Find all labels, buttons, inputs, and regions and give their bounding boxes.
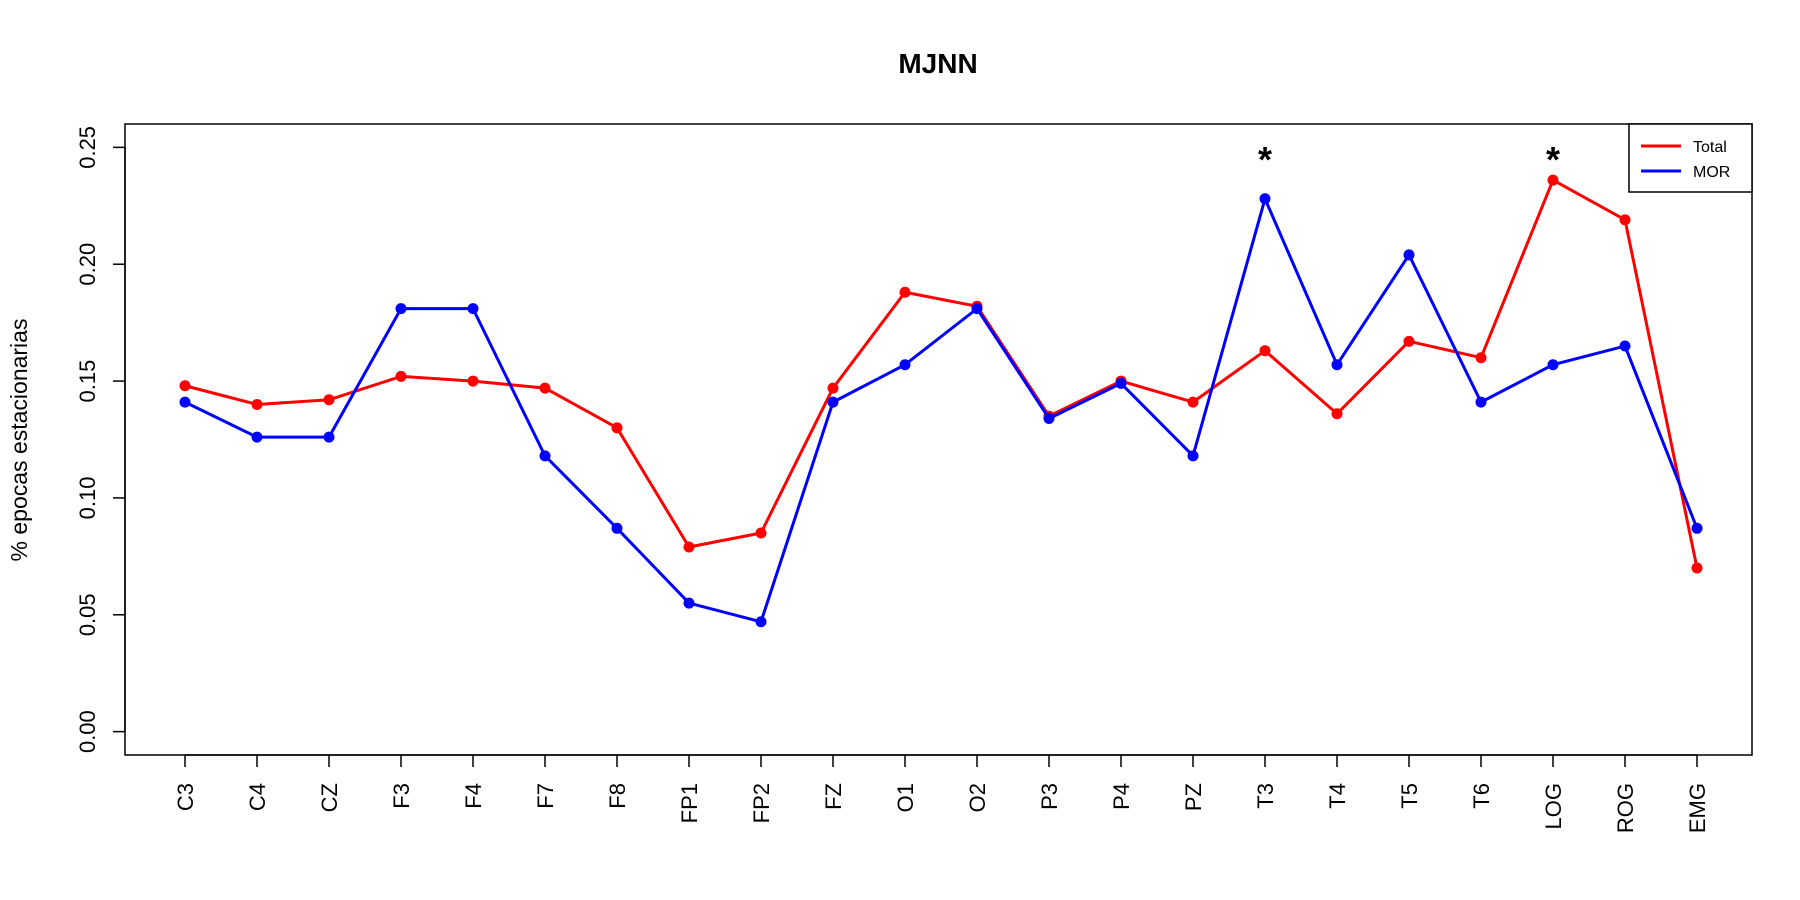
data-point-total bbox=[1475, 352, 1487, 364]
significance-marker: * bbox=[1546, 139, 1560, 180]
data-point-total bbox=[539, 382, 551, 394]
series-mor bbox=[179, 193, 1703, 628]
data-point-mor bbox=[755, 616, 767, 628]
x-tick-label: F3 bbox=[389, 783, 414, 809]
data-point-mor bbox=[1187, 450, 1199, 462]
data-point-mor bbox=[611, 522, 623, 534]
x-tick-label: F4 bbox=[461, 783, 486, 809]
y-tick-label: 0.15 bbox=[75, 360, 100, 403]
series-layer bbox=[179, 174, 1703, 628]
x-tick-label: LOG bbox=[1541, 783, 1566, 829]
data-point-total bbox=[1187, 396, 1199, 408]
data-point-total bbox=[467, 375, 479, 387]
x-tick-label: F7 bbox=[533, 783, 558, 809]
legend-label-total: Total bbox=[1693, 139, 1727, 156]
legend-label-mor: MOR bbox=[1693, 164, 1730, 181]
x-tick-label: EMG bbox=[1685, 783, 1710, 833]
data-point-mor bbox=[251, 431, 263, 443]
x-tick-label: C4 bbox=[245, 783, 270, 811]
y-tick-label: 0.20 bbox=[75, 243, 100, 286]
data-point-total bbox=[1619, 214, 1631, 226]
series-line-mor bbox=[184, 197, 1699, 624]
y-axis: 0.00 0.05 0.10 0.15 0.20 0.25 bbox=[75, 126, 126, 753]
x-tick-label: P4 bbox=[1109, 783, 1134, 810]
x-tick-label: O2 bbox=[965, 783, 990, 812]
x-tick-label: ROG bbox=[1613, 783, 1638, 833]
y-tick-label: 0.05 bbox=[75, 593, 100, 636]
data-point-mor bbox=[1331, 359, 1343, 371]
data-point-total bbox=[1259, 345, 1271, 357]
data-point-mor bbox=[899, 359, 911, 371]
data-point-mor bbox=[539, 450, 551, 462]
x-tick-label: C3 bbox=[173, 783, 198, 811]
x-tick-label: PZ bbox=[1181, 783, 1206, 811]
data-point-total bbox=[827, 382, 839, 394]
x-tick-label: O1 bbox=[893, 783, 918, 812]
x-tick-label: FZ bbox=[821, 783, 846, 810]
data-point-mor bbox=[1115, 377, 1127, 389]
y-tick-label: 0.00 bbox=[75, 710, 100, 753]
data-point-mor bbox=[1259, 193, 1271, 205]
chart-title: MJNN bbox=[898, 48, 977, 79]
data-point-mor bbox=[1691, 522, 1703, 534]
data-point-mor bbox=[1043, 412, 1055, 424]
series-total bbox=[179, 174, 1703, 574]
data-point-total bbox=[1691, 562, 1703, 574]
data-point-mor bbox=[395, 303, 407, 315]
series-line-total bbox=[184, 178, 1699, 569]
data-point-total bbox=[611, 422, 623, 434]
data-point-mor bbox=[683, 597, 695, 609]
data-point-mor bbox=[1547, 359, 1559, 371]
data-point-mor bbox=[323, 431, 335, 443]
annotation-layer: * * bbox=[1258, 139, 1560, 180]
data-point-mor bbox=[1403, 249, 1415, 261]
data-point-total bbox=[1403, 335, 1415, 347]
x-tick-label: T4 bbox=[1325, 783, 1350, 809]
data-point-mor bbox=[467, 303, 479, 315]
data-point-mor bbox=[1475, 396, 1487, 408]
data-point-total bbox=[1331, 408, 1343, 420]
x-tick-label: FP1 bbox=[677, 783, 702, 823]
data-point-total bbox=[899, 286, 911, 298]
x-tick-label: P3 bbox=[1037, 783, 1062, 810]
plot-frame bbox=[124, 123, 1753, 756]
legend-box bbox=[1628, 123, 1753, 193]
data-point-total bbox=[323, 394, 335, 406]
x-axis: C3 C4 CZ F3 F4 F7 F8 FP1 FP2 FZ O1 O2 P3 P4 PZ T3 T4 T5 T6… bbox=[173, 754, 1710, 833]
x-tick-label: CZ bbox=[317, 783, 342, 812]
data-point-total bbox=[1547, 174, 1559, 186]
data-point-total bbox=[179, 380, 191, 392]
x-tick-label: T6 bbox=[1469, 783, 1494, 809]
x-tick-label: T3 bbox=[1253, 783, 1278, 809]
legend: Total MOR bbox=[1628, 123, 1753, 193]
x-tick-label: T5 bbox=[1397, 783, 1422, 809]
data-point-mor bbox=[1619, 340, 1631, 352]
significance-marker: * bbox=[1258, 139, 1272, 180]
y-tick-label: 0.25 bbox=[75, 126, 100, 169]
data-point-total bbox=[683, 541, 695, 553]
x-tick-label: F8 bbox=[605, 783, 630, 809]
x-tick-label: FP2 bbox=[749, 783, 774, 823]
data-point-total bbox=[755, 527, 767, 539]
data-point-mor bbox=[179, 396, 191, 408]
y-axis-title: % epocas estacionarias bbox=[6, 319, 32, 562]
data-point-mor bbox=[827, 396, 839, 408]
y-tick-label: 0.10 bbox=[75, 477, 100, 520]
data-point-mor bbox=[971, 303, 983, 315]
data-point-total bbox=[395, 370, 407, 382]
data-point-total bbox=[251, 398, 263, 410]
